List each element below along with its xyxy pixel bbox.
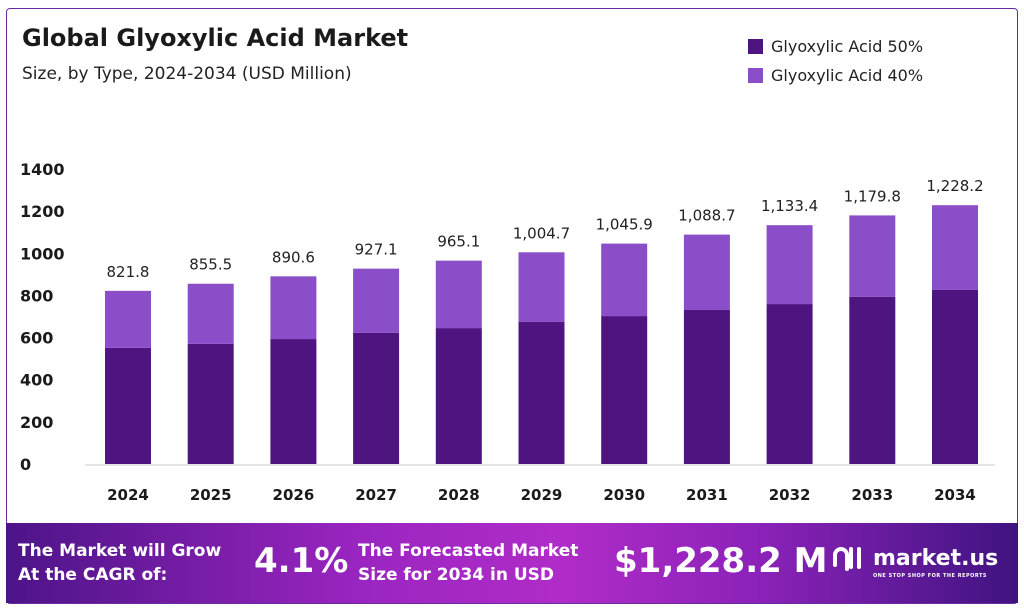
- x-tick-label: 2024: [107, 486, 149, 504]
- legend-swatch: [748, 39, 763, 54]
- x-tick-label: 2033: [851, 486, 893, 504]
- bar-segment-50: [187, 343, 234, 464]
- total-label: 1,179.8: [844, 187, 901, 205]
- bar-segment-50: [766, 304, 813, 464]
- market-us-logo: market.us ONE STOP SHOP FOR THE REPORTS: [831, 543, 999, 579]
- bar-segment-40: [187, 283, 234, 344]
- total-label: 927.1: [355, 241, 398, 259]
- total-label: 821.8: [107, 263, 150, 281]
- bar-segment-50: [353, 332, 400, 464]
- x-tick-label: 2029: [521, 486, 563, 504]
- bar-segment-50: [932, 289, 978, 464]
- bar-segment-40: [518, 252, 565, 322]
- cagr-label-line: The Market will Grow: [18, 541, 222, 561]
- y-tick-label: 1200: [20, 202, 65, 221]
- total-label: 1,088.7: [678, 207, 735, 225]
- y-tick-label: 1400: [20, 160, 65, 179]
- x-tick-label: 2026: [273, 486, 315, 504]
- bar-segment-40: [766, 225, 813, 305]
- footer-banner: The Market will Grow At the CAGR of: 4.1%…: [6, 523, 1018, 603]
- bar-segment-40: [270, 276, 317, 340]
- y-tick-label: 400: [20, 371, 53, 390]
- x-tick-label: 2031: [686, 486, 728, 504]
- total-label: 1,045.9: [596, 216, 653, 234]
- forecast-label: The Forecasted Market Size for 2034 in US…: [358, 539, 578, 587]
- bar-segment-40: [353, 268, 400, 333]
- total-label: 1,133.4: [761, 197, 818, 215]
- total-label: 1,228.2: [926, 177, 983, 195]
- cagr-label: The Market will Grow At the CAGR of:: [18, 539, 221, 587]
- forecast-label-line: The Forecasted Market: [358, 541, 579, 561]
- bar-segment-50: [601, 316, 648, 464]
- legend-item-50: Glyoxylic Acid 50%: [748, 32, 923, 61]
- y-tick-label: 600: [20, 329, 53, 348]
- bar-segment-50: [849, 296, 896, 464]
- legend-label: Glyoxylic Acid 40%: [771, 66, 924, 85]
- chart-subtitle: Size, by Type, 2024-2034 (USD Million): [22, 64, 352, 84]
- chart-frame: [6, 8, 1018, 604]
- bar-segment-40: [105, 290, 151, 348]
- bar-segment-50: [270, 339, 317, 464]
- total-label: 855.5: [189, 256, 232, 274]
- legend-item-40: Glyoxylic Acid 40%: [748, 61, 923, 90]
- bar-segment-50: [518, 321, 565, 464]
- y-tick-label: 800: [20, 286, 53, 305]
- total-label: 890.6: [272, 248, 315, 266]
- cagr-value: 4.1%: [254, 541, 349, 581]
- bar-segment-50: [105, 347, 151, 464]
- bar-segment-40: [683, 234, 730, 310]
- y-tick-label: 1000: [20, 244, 65, 263]
- bar-segment-50: [683, 309, 730, 464]
- total-label: 1,004.7: [513, 224, 570, 242]
- bar-segment-40: [435, 260, 482, 329]
- bar-segment-40: [849, 215, 896, 297]
- x-tick-label: 2030: [603, 486, 645, 504]
- forecast-value: $1,228.2 M: [614, 541, 828, 581]
- bar-segment-40: [601, 243, 648, 317]
- logo-icon: [833, 547, 861, 571]
- logo-text: market.us: [873, 545, 999, 571]
- x-tick-label: 2032: [769, 486, 811, 504]
- total-label: 965.1: [437, 233, 480, 251]
- cagr-label-line: At the CAGR of:: [18, 565, 168, 585]
- y-tick-label: 200: [20, 413, 53, 432]
- chart-title: Global Glyoxylic Acid Market: [22, 24, 409, 52]
- logo-tagline: ONE STOP SHOP FOR THE REPORTS: [873, 573, 988, 579]
- legend-swatch: [748, 68, 763, 83]
- x-tick-label: 2027: [355, 486, 397, 504]
- bar-segment-40: [932, 205, 978, 290]
- legend-label: Glyoxylic Acid 50%: [771, 37, 924, 56]
- bar-segment-50: [435, 328, 482, 464]
- y-tick-label: 0: [20, 455, 31, 474]
- legend: Glyoxylic Acid 50% Glyoxylic Acid 40%: [748, 32, 923, 90]
- forecast-label-line: Size for 2034 in USD: [358, 565, 555, 585]
- x-tick-label: 2028: [438, 486, 480, 504]
- x-tick-label: 2025: [190, 486, 232, 504]
- x-tick-label: 2034: [934, 486, 976, 504]
